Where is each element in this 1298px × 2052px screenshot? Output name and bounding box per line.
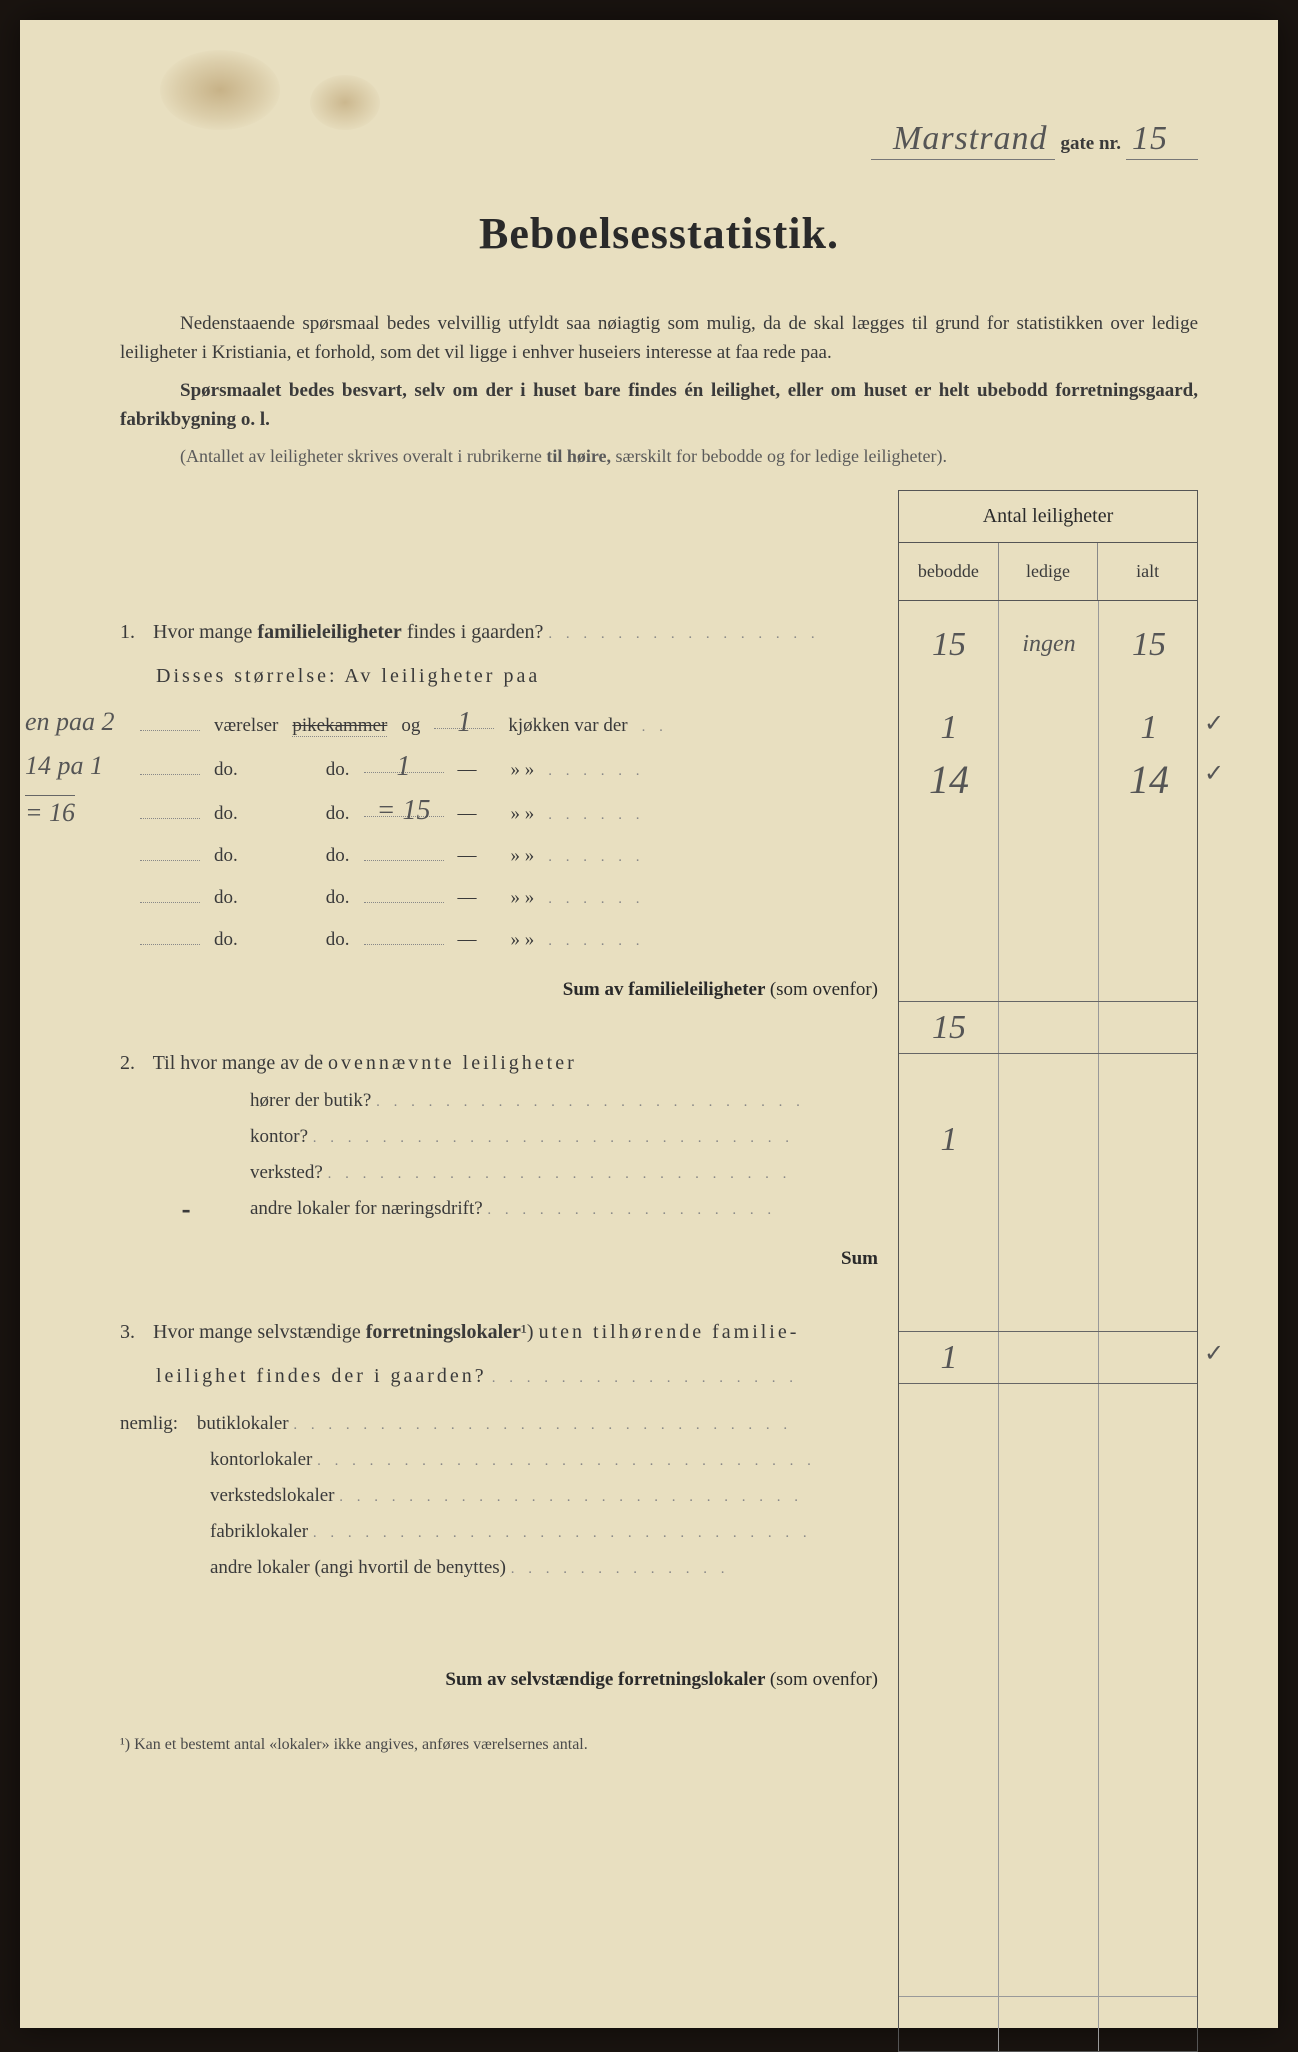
q3-sum-row: Sum av selvstændige forretningslokaler (… bbox=[120, 1669, 888, 1691]
paper-stain bbox=[160, 50, 280, 130]
table-body: 15 ingen 15 1 1 14 14 15 1 1 ✓ ✓ ✓ bbox=[899, 601, 1197, 2051]
hw-value: 1 bbox=[1099, 709, 1199, 747]
gate-nr-label: gate nr. bbox=[1060, 133, 1121, 154]
hw-value: 15 bbox=[899, 626, 999, 664]
table-hline bbox=[899, 1331, 1197, 1333]
q2-sub: ⁃ andre lokaler for næringsdrift? . . . … bbox=[250, 1198, 888, 1220]
margin-handwriting: en paa 2 bbox=[25, 707, 115, 737]
tick-mark: ✓ bbox=[1204, 759, 1224, 788]
bullet-mark: ⁃ bbox=[180, 1198, 192, 1227]
table-vline bbox=[998, 601, 999, 2051]
q3-sub: fabriklokaler . . . . . . . . . . . . . … bbox=[210, 1521, 888, 1543]
size-row: do. do. — » » . . . . . . bbox=[140, 923, 888, 951]
tick-mark: ✓ bbox=[1204, 709, 1224, 738]
col-bebodde: bebodde bbox=[899, 543, 998, 600]
col-ledige: ledige bbox=[998, 543, 1098, 600]
q-number: 2. bbox=[120, 1046, 148, 1080]
q1-sum-row: Sum av familieleiligheter (som ovenfor) bbox=[120, 979, 888, 1001]
table-hline bbox=[899, 1053, 1197, 1055]
hw-value: 1 bbox=[899, 1121, 999, 1159]
paper-stain bbox=[310, 75, 380, 130]
size-row: = 16 do. do. = 15 — » » . . . . . . bbox=[140, 795, 888, 825]
size-row: en paa 2 værelser pikekammer og 1 kjøkke… bbox=[140, 707, 888, 737]
table-header: Antal leiligheter bbox=[899, 491, 1197, 543]
q2-sub: kontor? . . . . . . . . . . . . . . . . … bbox=[250, 1126, 888, 1148]
nemlig-label: nemlig: butiklokaler . . . . . . . . . .… bbox=[120, 1413, 888, 1435]
fill-blank bbox=[140, 709, 200, 731]
q3-sub: verkstedslokaler . . . . . . . . . . . .… bbox=[210, 1485, 888, 1507]
q-number: 3. bbox=[120, 1315, 148, 1349]
intro-p2-bold: Spørsmaalet bedes besvart, selv om der i… bbox=[120, 380, 1198, 430]
document-page: Marstrand gate nr. 15 Beboelsesstatistik… bbox=[20, 20, 1278, 2028]
question-3: 3. Hvor mange selvstændige forretningslo… bbox=[120, 1315, 888, 1349]
margin-handwriting: = 16 bbox=[25, 795, 75, 828]
hw-value: 15 bbox=[899, 1009, 999, 1047]
size-row: do. do. — » » . . . . . . bbox=[140, 839, 888, 867]
address-header: Marstrand gate nr. 15 bbox=[120, 120, 1198, 158]
fill-blank: 1 bbox=[434, 707, 494, 729]
margin-handwriting: 14 pa 1 bbox=[25, 751, 103, 781]
q3-sub: andre lokaler (angi hvortil de benyttes)… bbox=[210, 1557, 888, 1579]
document-title: Beboelsesstatistik. bbox=[120, 208, 1198, 259]
house-number-handwritten: 15 bbox=[1126, 120, 1198, 160]
q2-sub: hører der butik? . . . . . . . . . . . .… bbox=[250, 1090, 888, 1112]
fill-blank: pikekammer bbox=[292, 715, 387, 737]
q1-subtitle: Disses størrelse: Av leiligheter paa bbox=[156, 659, 888, 693]
hw-value: 14 bbox=[899, 756, 999, 803]
table-hline bbox=[899, 1996, 1197, 1997]
size-row: do. do. — » » . . . . . . bbox=[140, 881, 888, 909]
questions-column: 1. Hvor mange familieleiligheter findes … bbox=[120, 500, 888, 1691]
main-content: Antal leiligheter bebodde ledige ialt 15… bbox=[120, 500, 1198, 1691]
question-1: 1. Hvor mange familieleiligheter findes … bbox=[120, 615, 888, 649]
hw-value: 1 bbox=[899, 1339, 999, 1377]
hw-value: ingen bbox=[999, 631, 1099, 658]
count-table: Antal leiligheter bebodde ledige ialt 15… bbox=[898, 490, 1198, 2052]
sizes-rows: en paa 2 værelser pikekammer og 1 kjøkke… bbox=[140, 707, 888, 951]
question-2: 2. Til hvor mange av de ovennævnte leili… bbox=[120, 1046, 888, 1080]
table-hline bbox=[899, 1001, 1197, 1003]
hw-value: 15 bbox=[1099, 626, 1199, 664]
col-ialt: ialt bbox=[1097, 543, 1197, 600]
street-name-handwritten: Marstrand bbox=[871, 120, 1055, 160]
table-vline bbox=[1098, 601, 1099, 2051]
dot-leader: . . . . . . . . . . . . . . . . bbox=[548, 626, 819, 642]
hw-value: 14 bbox=[1099, 756, 1199, 803]
table-hline bbox=[899, 1383, 1197, 1385]
q3-line2: leilighet findes der i gaarden? . . . . … bbox=[156, 1359, 888, 1393]
q3-sub: kontorlokaler . . . . . . . . . . . . . … bbox=[210, 1449, 888, 1471]
size-row: 14 pa 1 do. do. 1 — » » . . . . . . bbox=[140, 751, 888, 781]
q2-sub: verksted? . . . . . . . . . . . . . . . … bbox=[250, 1162, 888, 1184]
table-subheader: bebodde ledige ialt bbox=[899, 543, 1197, 601]
q2-sum-row: Sum bbox=[120, 1248, 888, 1270]
tick-mark: ✓ bbox=[1204, 1339, 1224, 1368]
intro-paragraph-2: Spørsmaalet bedes besvart, selv om der i… bbox=[120, 376, 1198, 435]
intro-note: (Antallet av leiligheter skrives overalt… bbox=[120, 443, 1198, 470]
intro-paragraph-1: Nedenstaaende spørsmaal bedes velvillig … bbox=[120, 309, 1198, 368]
hw-value: 1 bbox=[899, 709, 999, 747]
q-number: 1. bbox=[120, 615, 148, 649]
